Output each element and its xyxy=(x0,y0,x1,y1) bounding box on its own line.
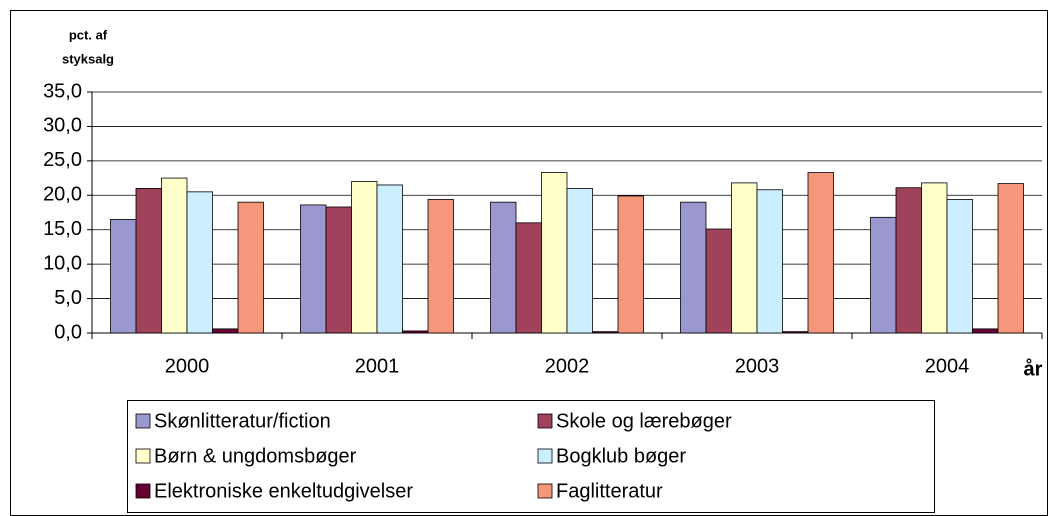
x-tick-label: 2004 xyxy=(925,355,970,377)
bar xyxy=(212,328,239,334)
y-tick-label: 10,0 xyxy=(43,252,82,274)
bar xyxy=(325,206,352,334)
y-axis-title: styksalg xyxy=(62,51,114,66)
legend-swatch xyxy=(135,483,151,499)
x-tick-label: 2000 xyxy=(165,355,210,377)
legend-swatch xyxy=(537,448,553,464)
bar xyxy=(895,187,922,334)
x-tick-label: 2003 xyxy=(735,355,780,377)
y-tick-label: 20,0 xyxy=(43,184,82,206)
legend-swatch xyxy=(135,448,151,464)
bar xyxy=(782,331,809,334)
bar xyxy=(680,201,707,334)
bar xyxy=(705,228,732,334)
bar xyxy=(515,222,542,334)
bar xyxy=(351,181,378,334)
bar xyxy=(972,328,999,334)
bar xyxy=(870,216,897,334)
y-tick-label: 35,0 xyxy=(43,80,82,102)
bar xyxy=(376,184,403,334)
y-tick-label: 15,0 xyxy=(43,218,82,240)
bar xyxy=(135,187,162,334)
bar xyxy=(427,199,454,334)
bar xyxy=(921,182,948,334)
y-axis-title: pct. af xyxy=(69,27,108,42)
bar xyxy=(807,172,834,334)
bar xyxy=(110,218,137,334)
legend-box xyxy=(127,400,935,513)
legend-swatch xyxy=(537,483,553,499)
legend-label: Faglitteratur xyxy=(556,480,663,502)
bar xyxy=(997,183,1024,334)
legend-label: Skønlitteratur/fiction xyxy=(154,410,331,432)
x-tick-label: 2002 xyxy=(545,355,590,377)
legend-label: Bogklub bøger xyxy=(556,445,686,467)
bar xyxy=(592,331,619,334)
y-tick-label: 30,0 xyxy=(43,115,82,137)
bar xyxy=(731,182,758,334)
y-tick-label: 25,0 xyxy=(43,149,82,171)
bar xyxy=(541,172,568,334)
bar xyxy=(946,199,973,334)
bar xyxy=(237,201,264,334)
x-axis-title: år xyxy=(1024,357,1043,380)
bar xyxy=(300,204,327,334)
legend-swatch xyxy=(537,413,553,429)
bar xyxy=(566,187,593,334)
bar xyxy=(490,201,517,334)
legend-label: Børn & ungdomsbøger xyxy=(154,445,357,467)
legend-label: Elektroniske enkeltudgivelser xyxy=(154,480,413,502)
y-tick-label: 0,0 xyxy=(54,321,82,343)
bar xyxy=(161,177,188,334)
bar xyxy=(756,189,783,334)
legend-label: Skole og lærebøger xyxy=(556,410,732,432)
bar xyxy=(617,195,644,334)
legend-swatch xyxy=(135,413,151,429)
bar xyxy=(186,191,213,334)
y-tick-label: 5,0 xyxy=(54,287,82,309)
x-tick-label: 2001 xyxy=(355,355,400,377)
bar xyxy=(402,330,429,334)
